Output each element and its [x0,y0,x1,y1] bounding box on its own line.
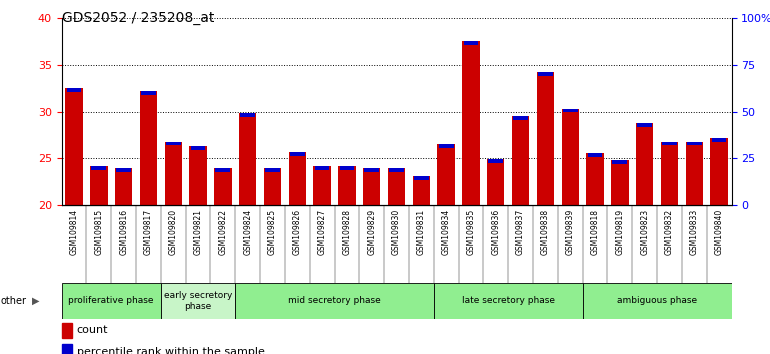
FancyBboxPatch shape [583,283,732,319]
Bar [338,166,356,205]
Text: GSM109820: GSM109820 [169,209,178,255]
Text: GSM109825: GSM109825 [268,209,277,255]
Bar [265,168,280,172]
Text: proliferative phase: proliferative phase [69,296,154,306]
Bar [487,159,504,205]
Bar [464,41,478,45]
Text: GSM109828: GSM109828 [343,209,351,255]
Bar [315,166,330,170]
Text: mid secretory phase: mid secretory phase [288,296,381,306]
Bar [563,109,578,113]
FancyBboxPatch shape [236,283,434,319]
Text: GSM109837: GSM109837 [516,209,525,256]
Bar [62,323,72,338]
Text: GSM109833: GSM109833 [690,209,699,256]
Text: GSM109826: GSM109826 [293,209,302,255]
Text: GSM109838: GSM109838 [541,209,550,255]
Text: GSM109824: GSM109824 [243,209,253,255]
Bar [687,142,701,145]
Bar [141,91,156,95]
Bar [638,123,652,126]
Text: GSM109834: GSM109834 [442,209,450,256]
Bar [514,116,528,120]
Bar [685,142,703,205]
FancyBboxPatch shape [161,283,236,319]
Bar [216,168,230,172]
Text: other: other [1,296,27,306]
Text: GSM109822: GSM109822 [219,209,227,255]
Text: late secretory phase: late secretory phase [462,296,554,306]
Bar [116,168,131,172]
Text: percentile rank within the sample: percentile rank within the sample [77,347,265,354]
Bar [214,168,232,205]
Text: GSM109835: GSM109835 [467,209,476,256]
Bar [588,153,602,156]
Bar [363,168,380,205]
Text: GSM109827: GSM109827 [317,209,326,255]
Bar [462,41,480,205]
Bar [92,166,106,170]
Bar [67,88,82,92]
Bar [189,146,206,205]
Text: GSM109829: GSM109829 [367,209,377,255]
Bar [191,146,206,150]
Bar [313,166,331,205]
Bar [166,142,181,145]
Bar [364,168,379,172]
Bar [537,72,554,205]
Bar [636,123,653,205]
Bar [290,152,305,156]
Bar [711,138,728,205]
Text: GSM109840: GSM109840 [715,209,724,256]
Bar [115,168,132,205]
Bar [62,344,72,354]
Bar [289,152,306,205]
Bar [538,72,553,76]
Bar [561,109,579,205]
Bar [512,116,529,205]
Bar [239,113,256,205]
Bar [65,88,82,205]
Bar [240,113,255,117]
Text: GDS2052 / 235208_at: GDS2052 / 235208_at [62,11,214,25]
Bar [439,144,454,148]
FancyBboxPatch shape [62,283,161,319]
Text: ambiguous phase: ambiguous phase [617,296,697,306]
Bar [661,142,678,205]
Text: GSM109817: GSM109817 [144,209,153,255]
Bar [165,142,182,205]
Bar [264,168,281,205]
Text: ▶: ▶ [32,296,40,306]
Bar [413,176,430,205]
Bar [711,138,726,142]
Bar [437,144,455,205]
Text: GSM109832: GSM109832 [665,209,674,255]
Text: early secretory
phase: early secretory phase [164,291,233,310]
Bar [389,168,404,172]
Text: GSM109816: GSM109816 [119,209,128,255]
Text: GSM109821: GSM109821 [193,209,203,255]
Bar [388,168,405,205]
Bar [611,160,628,205]
FancyBboxPatch shape [434,283,583,319]
Text: GSM109830: GSM109830 [392,209,401,256]
Bar [90,166,108,205]
Text: GSM109815: GSM109815 [94,209,103,255]
Bar [612,160,628,164]
Text: GSM109818: GSM109818 [591,209,600,255]
Bar [340,166,354,170]
Text: GSM109823: GSM109823 [640,209,649,255]
Text: GSM109836: GSM109836 [491,209,500,256]
Text: count: count [77,325,108,335]
Text: GSM109814: GSM109814 [69,209,79,255]
Bar [414,176,429,180]
Text: GSM109819: GSM109819 [615,209,624,255]
Bar [587,153,604,205]
Bar [488,159,503,163]
Bar [662,142,677,145]
Bar [140,91,157,205]
Text: GSM109831: GSM109831 [417,209,426,255]
Text: GSM109839: GSM109839 [566,209,574,256]
